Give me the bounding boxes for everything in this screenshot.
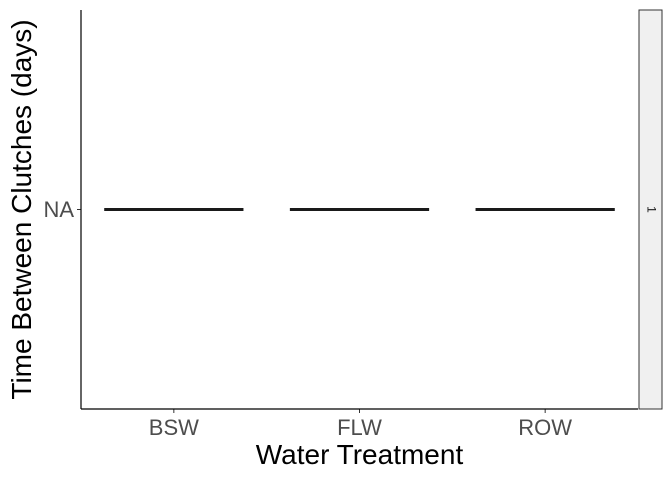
facet-strip-label: 1 xyxy=(644,206,658,213)
y-tick-label: NA xyxy=(43,197,74,222)
x-axis-title: Water Treatment xyxy=(256,439,464,470)
x-tick-label: FLW xyxy=(337,415,382,440)
facet-strip xyxy=(638,9,663,410)
x-tick-label: BSW xyxy=(149,415,199,440)
x-tick-label: ROW xyxy=(518,415,572,440)
marks-layer: NA BSW FLW ROW xyxy=(43,197,615,440)
y-axis-title: Time Between Clutches (days) xyxy=(6,19,37,399)
